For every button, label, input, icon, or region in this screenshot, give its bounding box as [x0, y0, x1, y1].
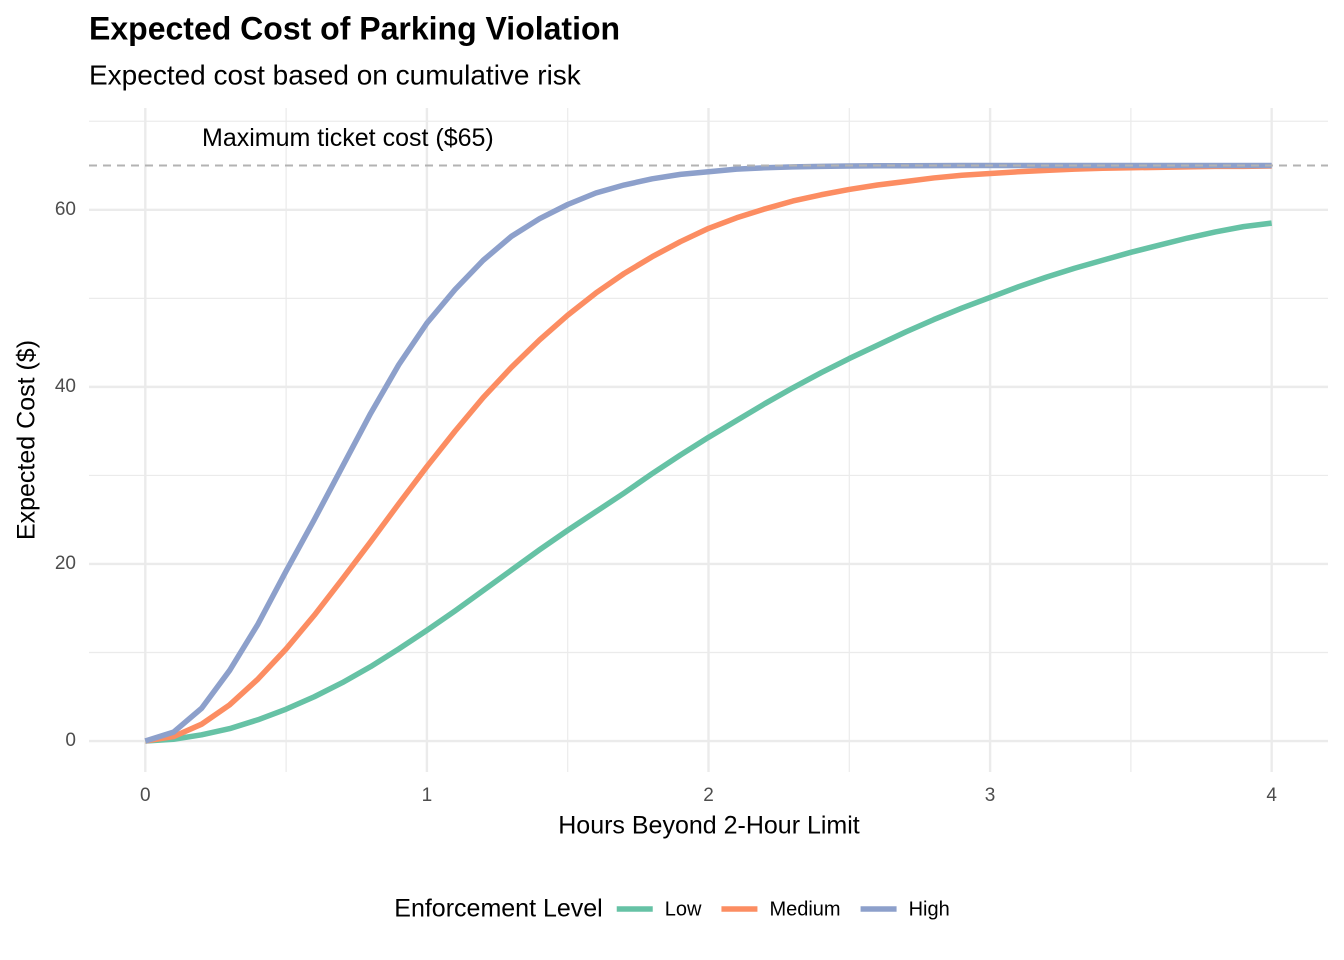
reference-label: Maximum ticket cost ($65) — [202, 124, 494, 152]
series-line — [145, 220, 1273, 744]
x-axis-title: Hours Beyond 2-Hour Limit — [558, 812, 860, 840]
legend: Enforcement Level Low Medium High — [394, 895, 949, 923]
x-tick-label: 3 — [985, 785, 996, 806]
legend-label: Medium — [769, 898, 840, 920]
x-tick-label: 4 — [1266, 785, 1277, 806]
x-tick-label: 1 — [422, 785, 433, 806]
plot-marks — [89, 162, 1328, 744]
y-tick-label: 60 — [55, 199, 76, 220]
x-tick-label: 0 — [140, 785, 151, 806]
legend-label: Low — [665, 898, 702, 920]
y-axis-title: Expected Cost ($) — [13, 340, 41, 540]
y-tick-label: 0 — [65, 730, 76, 751]
chart-title: Expected Cost of Parking Violation — [89, 10, 620, 46]
legend-title: Enforcement Level — [394, 895, 602, 923]
chart-subtitle: Expected cost based on cumulative risk — [89, 59, 582, 90]
legend-label: High — [909, 898, 950, 920]
y-tick-label: 20 — [55, 553, 76, 574]
grid — [89, 108, 1328, 772]
x-tick-label: 2 — [703, 785, 714, 806]
y-tick-label: 40 — [55, 376, 76, 397]
series-line — [144, 163, 1272, 744]
